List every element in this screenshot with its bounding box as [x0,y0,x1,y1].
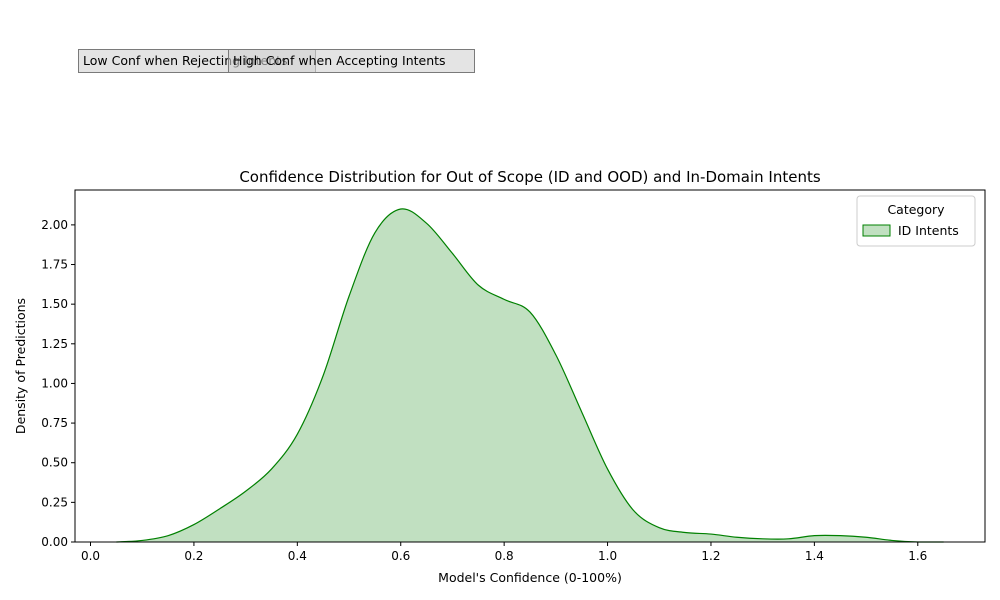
chart-title: Confidence Distribution for Out of Scope… [239,168,821,186]
legend-label-id-intents: ID Intents [898,223,959,238]
y-axis-label: Density of Predictions [13,298,28,434]
y-tick-label: 0.00 [41,535,68,549]
plot-frame [74,189,986,543]
annotation-high-conf: High Conf when Accepting Intents [228,49,475,73]
x-tick-label: 0.6 [391,549,410,563]
x-tick-label: 0.0 [81,549,100,563]
y-tick-label: 1.75 [41,258,68,272]
y-tick-label: 1.50 [41,297,68,311]
y-tick-label: 1.25 [41,337,68,351]
x-tick-label: 1.6 [908,549,927,563]
y-tick-label: 1.00 [41,376,68,390]
density-line-0 [116,208,944,543]
y-tick-label: 0.50 [41,456,68,470]
density-area-0 [116,208,944,542]
y-tick-label: 0.25 [41,495,68,509]
legend-title: Category [887,202,945,217]
x-axis-label: Model's Confidence (0-100%) [438,570,622,585]
x-tick-label: 0.4 [288,549,307,563]
x-tick-label: 1.2 [701,549,720,563]
x-tick-label: 1.4 [805,549,824,563]
y-tick-label: 2.00 [41,218,68,232]
legend: Category ID Intents [856,195,976,247]
x-tick-label: 1.0 [598,549,617,563]
y-tick-label: 0.75 [41,416,68,430]
legend-swatch-id-intents [862,224,891,237]
x-tick-label: 0.8 [495,549,514,563]
x-tick-label: 0.2 [184,549,203,563]
